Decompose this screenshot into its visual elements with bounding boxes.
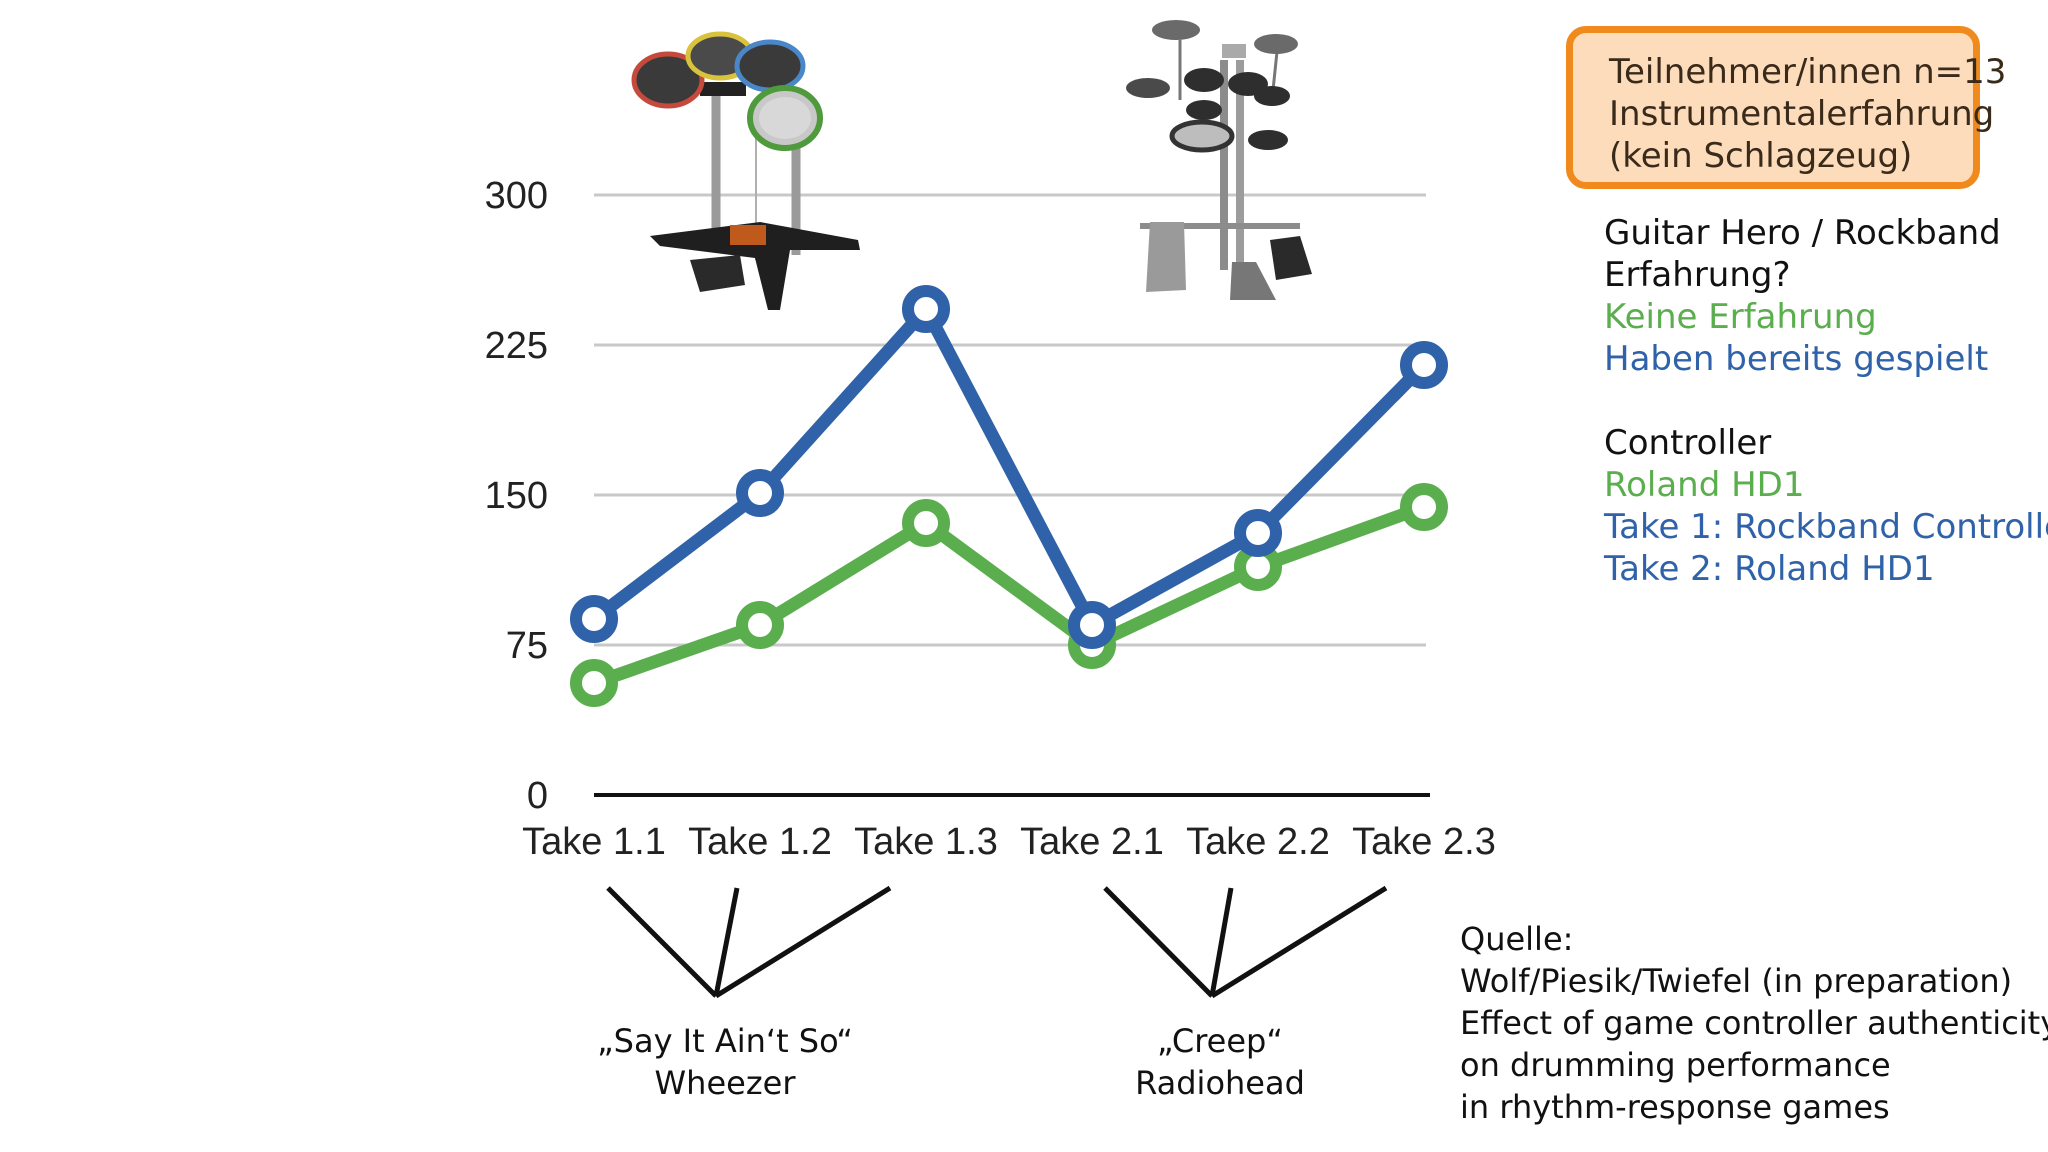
data-point: [902, 499, 950, 547]
series-haben-bereits-gespielt: [570, 285, 1448, 649]
x-tick-label: Take 1.1: [522, 821, 666, 863]
song-artist: Wheezer: [654, 1064, 796, 1102]
source-line: in rhythm-response games: [1460, 1088, 1890, 1126]
y-tick-label: 150: [485, 475, 548, 517]
song-caption-1: „Say It Ain‘t So“ Wheezer: [580, 1020, 870, 1104]
data-point: [736, 601, 784, 649]
y-tick-label: 75: [506, 625, 548, 667]
x-tick-label: Take 2.3: [1352, 821, 1496, 863]
source-line: on drumming performance: [1460, 1046, 1891, 1084]
song-title: „Creep“: [1157, 1022, 1283, 1060]
x-tick-label: Take 1.3: [854, 821, 998, 863]
x-tick-label: Take 2.1: [1020, 821, 1164, 863]
y-tick-label: 300: [485, 175, 548, 217]
x-tick-label: Take 1.2: [688, 821, 832, 863]
legend-question: Erfahrung?: [1604, 255, 1791, 295]
source-line: Wolf/Piesik/Twiefel (in preparation): [1460, 962, 2013, 1000]
controller-green: Roland HD1: [1604, 465, 1805, 505]
legend-series-blue: Haben bereits gespielt: [1604, 339, 1989, 379]
participants-info-box: Teilnehmer/innen n=13 Instrumentalerfahr…: [1566, 26, 2007, 189]
legend-series-green: Keine Erfahrung: [1604, 297, 1877, 337]
series-line: [587, 302, 1431, 632]
series-line: [587, 500, 1431, 690]
legend: Guitar Hero / Rockband Erfahrung? Keine …: [1604, 212, 2048, 590]
data-point: [570, 595, 618, 643]
info-line: Instrumentalerfahrung: [1609, 94, 1995, 134]
legend-question: Guitar Hero / Rockband: [1604, 213, 2001, 253]
controller-take1: Take 1: Rockband Controller: [1604, 507, 2048, 547]
axis-labels: 0 75 150 225 300 Take 1.1 Take 1.2 Take 1.3 Take…: [485, 175, 1496, 863]
controller-take2: Take 2: Roland HD1: [1604, 549, 1935, 589]
song-title: „Say It Ain‘t So“: [597, 1022, 853, 1060]
data-point: [736, 469, 784, 517]
data-point: [1400, 341, 1448, 389]
source-citation: Quelle: Wolf/Piesik/Twiefel (in preparat…: [1460, 918, 2048, 1128]
song-artist: Radiohead: [1135, 1064, 1305, 1102]
source-line: Effect of game controller authenticity: [1460, 1004, 2048, 1042]
controller-title: Controller: [1604, 423, 1772, 463]
song-bracket-2: [1103, 885, 1388, 999]
y-tick-label: 225: [485, 325, 548, 367]
series-layer: [570, 285, 1448, 707]
data-point: [1068, 601, 1116, 649]
info-line: Teilnehmer/innen n=13: [1609, 52, 2007, 92]
source-line: Quelle:: [1460, 920, 1574, 958]
data-point: [1234, 509, 1282, 557]
y-tick-label: 0: [527, 775, 548, 817]
roland-hd1-electronic-drum-kit-image: [1126, 20, 1312, 300]
series-keine-erfahrung: [570, 483, 1448, 707]
data-point: [902, 285, 950, 333]
grid-lines: [594, 193, 1430, 797]
data-point: [570, 659, 618, 707]
info-line: (kein Schlagzeug): [1609, 136, 1913, 176]
song-caption-2: „Creep“ Radiohead: [1090, 1020, 1350, 1104]
data-point: [1400, 483, 1448, 531]
rockband-drum-controller-image: [631, 31, 860, 310]
x-tick-label: Take 2.2: [1186, 821, 1330, 863]
song-bracket-1: [606, 885, 892, 999]
